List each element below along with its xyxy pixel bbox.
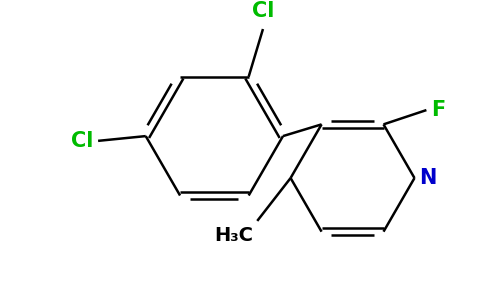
Text: F: F <box>431 100 445 120</box>
Text: N: N <box>419 168 437 188</box>
Text: Cl: Cl <box>252 2 274 21</box>
Text: Cl: Cl <box>71 131 93 151</box>
Text: H₃C: H₃C <box>214 226 254 245</box>
